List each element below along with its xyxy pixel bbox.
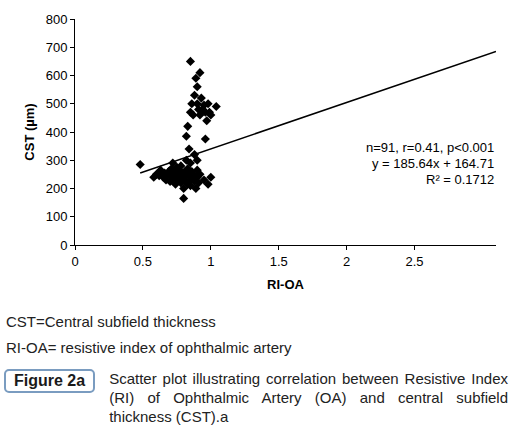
html-text:RI-OA= resistive index of opht: RI-OA= resistive index of ophthalmic art…: [6, 339, 292, 356]
svg-text:200: 200: [46, 181, 68, 196]
html-text:Scatter plot illustrating corr: Scatter plot illustrating correlation be…: [109, 370, 508, 425]
svg-text:R² = 0.1712: R² = 0.1712: [426, 172, 494, 187]
svg-text:0.5: 0.5: [134, 254, 152, 269]
html-text:CST=Central subfield thickness: CST=Central subfield thickness: [6, 313, 216, 330]
svg-text:2.5: 2.5: [405, 254, 423, 269]
svg-text:0: 0: [71, 254, 78, 269]
svg-text:700: 700: [46, 40, 68, 55]
svg-text:1: 1: [207, 254, 214, 269]
svg-text:1.5: 1.5: [270, 254, 288, 269]
svg-text:RI-OA: RI-OA: [267, 277, 304, 292]
svg-text:n=91, r=0.41, p<0.001: n=91, r=0.41, p<0.001: [366, 140, 494, 155]
svg-text:400: 400: [46, 125, 68, 140]
svg-text:y = 185.64x + 164.71: y = 185.64x + 164.71: [372, 156, 494, 171]
svg-text:2: 2: [343, 254, 350, 269]
svg-text:CST (µm): CST (µm): [22, 103, 37, 160]
svg-text:100: 100: [46, 209, 68, 224]
svg-text:500: 500: [46, 96, 68, 111]
svg-text:600: 600: [46, 68, 68, 83]
html-text:Figure 2a: Figure 2a: [14, 372, 86, 389]
svg-text:800: 800: [46, 12, 68, 27]
svg-text:0: 0: [60, 238, 67, 253]
svg-text:300: 300: [46, 153, 68, 168]
